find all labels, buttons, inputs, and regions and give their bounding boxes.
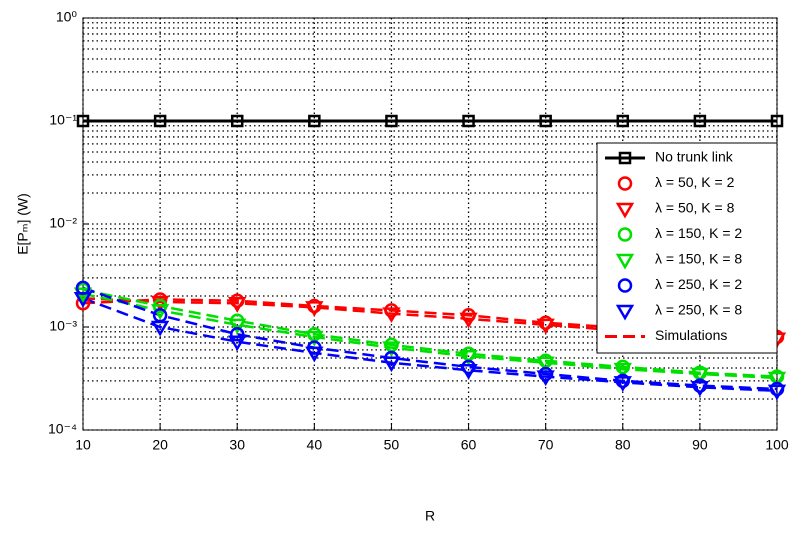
y-tick-label: 10⁻¹ [49, 112, 77, 128]
marker [536, 370, 555, 387]
marker [305, 301, 324, 317]
marker [617, 278, 633, 293]
marker [228, 297, 247, 313]
marker [305, 346, 324, 363]
marker [767, 371, 787, 388]
y-tick-label: 10⁻³ [49, 318, 77, 334]
marker [770, 114, 784, 128]
marker [382, 356, 401, 373]
marker [228, 335, 247, 352]
legend-label: λ = 50, K = 2 [655, 174, 735, 190]
x-axis-label: R [425, 508, 435, 524]
legend-label: λ = 150, K = 2 [655, 225, 742, 241]
y-tick-label: 10⁰ [56, 9, 78, 25]
marker [617, 176, 633, 191]
marker [767, 384, 787, 401]
series-line [82, 288, 778, 378]
marker [153, 114, 167, 128]
marker [613, 376, 632, 392]
x-tick-label: 70 [538, 437, 554, 453]
marker [616, 114, 630, 128]
y-tick-label: 10⁻² [49, 215, 77, 231]
y-tick-label: 10⁻⁴ [48, 421, 77, 437]
x-tick-label: 80 [615, 437, 631, 453]
marker [385, 114, 398, 128]
marker [615, 202, 635, 219]
marker [382, 307, 401, 324]
marker [618, 151, 632, 165]
x-tick-label: 10 [75, 437, 91, 453]
marker [230, 114, 244, 128]
marker [75, 296, 91, 311]
marker [150, 295, 170, 312]
marker [539, 114, 552, 128]
marker [693, 114, 707, 128]
x-tick-label: 30 [229, 437, 245, 453]
x-tick-label: 60 [461, 437, 477, 453]
y-axis-label: E[Pₘ] (W) [15, 193, 31, 255]
x-tick-label: 50 [384, 437, 400, 453]
marker [459, 312, 478, 329]
x-tick-label: 40 [307, 437, 323, 453]
marker [690, 367, 710, 384]
legend-label: λ = 50, K = 8 [655, 200, 735, 216]
marker [150, 320, 170, 337]
marker [73, 287, 93, 304]
marker [615, 304, 635, 321]
marker [462, 114, 475, 128]
legend-label: λ = 150, K = 8 [655, 251, 742, 267]
series-line [82, 292, 778, 380]
marker [305, 330, 324, 347]
series-line [82, 297, 778, 393]
marker [382, 341, 401, 358]
marker [617, 227, 633, 242]
marker [459, 350, 478, 366]
x-tick-label: 20 [152, 437, 168, 453]
marker [73, 292, 93, 308]
marker [228, 318, 247, 335]
legend-label: λ = 250, K = 8 [655, 302, 742, 318]
legend-label: No trunk link [655, 149, 734, 165]
x-tick-label: 90 [692, 437, 708, 453]
marker [229, 327, 245, 342]
marker [613, 362, 632, 379]
marker [690, 381, 710, 397]
marker [536, 356, 555, 373]
x-tick-label: 100 [765, 437, 789, 453]
marker [308, 114, 321, 128]
marker [76, 114, 90, 128]
marker [459, 364, 478, 380]
marker [615, 253, 635, 270]
legend-label: Simulations [655, 327, 727, 343]
legend-label: λ = 250, K = 2 [655, 276, 742, 292]
marker [536, 318, 555, 335]
